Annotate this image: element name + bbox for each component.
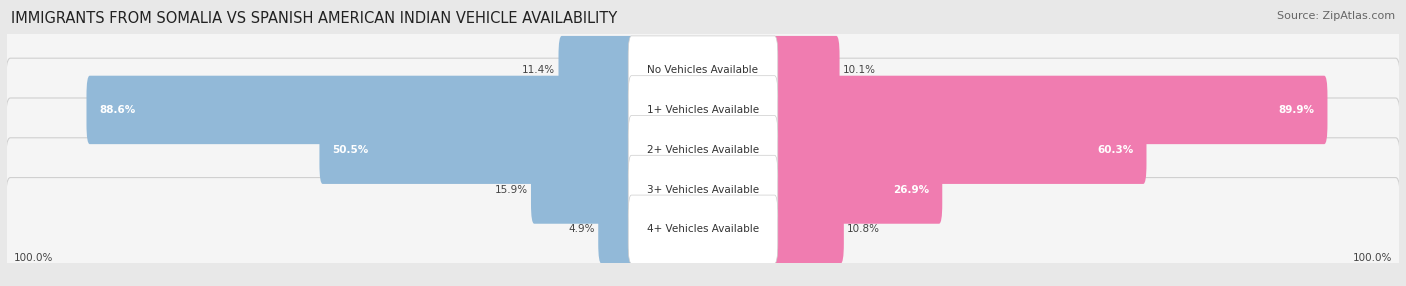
FancyBboxPatch shape xyxy=(6,178,1400,281)
FancyBboxPatch shape xyxy=(558,36,634,104)
FancyBboxPatch shape xyxy=(6,98,1400,201)
FancyBboxPatch shape xyxy=(772,76,1327,144)
Text: 2+ Vehicles Available: 2+ Vehicles Available xyxy=(647,145,759,155)
FancyBboxPatch shape xyxy=(772,195,844,263)
FancyBboxPatch shape xyxy=(6,138,1400,241)
FancyBboxPatch shape xyxy=(6,58,1400,162)
FancyBboxPatch shape xyxy=(628,155,778,224)
FancyBboxPatch shape xyxy=(772,116,1146,184)
FancyBboxPatch shape xyxy=(598,195,634,263)
FancyBboxPatch shape xyxy=(628,36,778,104)
Text: No Vehicles Available: No Vehicles Available xyxy=(648,65,758,75)
Text: 3+ Vehicles Available: 3+ Vehicles Available xyxy=(647,184,759,194)
Text: 88.6%: 88.6% xyxy=(100,105,136,115)
FancyBboxPatch shape xyxy=(628,76,778,144)
FancyBboxPatch shape xyxy=(6,18,1400,122)
Text: 10.1%: 10.1% xyxy=(842,65,876,75)
Text: Source: ZipAtlas.com: Source: ZipAtlas.com xyxy=(1277,11,1395,21)
Text: 50.5%: 50.5% xyxy=(332,145,368,155)
FancyBboxPatch shape xyxy=(531,155,634,224)
Text: 100.0%: 100.0% xyxy=(1353,253,1392,263)
Text: 89.9%: 89.9% xyxy=(1278,105,1315,115)
FancyBboxPatch shape xyxy=(772,36,839,104)
Text: 60.3%: 60.3% xyxy=(1097,145,1133,155)
Text: 4.9%: 4.9% xyxy=(568,224,595,234)
Text: 11.4%: 11.4% xyxy=(522,65,555,75)
FancyBboxPatch shape xyxy=(772,155,942,224)
FancyBboxPatch shape xyxy=(628,195,778,263)
FancyBboxPatch shape xyxy=(319,116,634,184)
FancyBboxPatch shape xyxy=(87,76,634,144)
Text: 15.9%: 15.9% xyxy=(495,184,527,194)
Text: 100.0%: 100.0% xyxy=(14,253,53,263)
Text: 4+ Vehicles Available: 4+ Vehicles Available xyxy=(647,224,759,234)
FancyBboxPatch shape xyxy=(628,116,778,184)
Text: 1+ Vehicles Available: 1+ Vehicles Available xyxy=(647,105,759,115)
Text: 26.9%: 26.9% xyxy=(893,184,929,194)
Text: 10.8%: 10.8% xyxy=(846,224,880,234)
Text: IMMIGRANTS FROM SOMALIA VS SPANISH AMERICAN INDIAN VEHICLE AVAILABILITY: IMMIGRANTS FROM SOMALIA VS SPANISH AMERI… xyxy=(11,11,617,26)
